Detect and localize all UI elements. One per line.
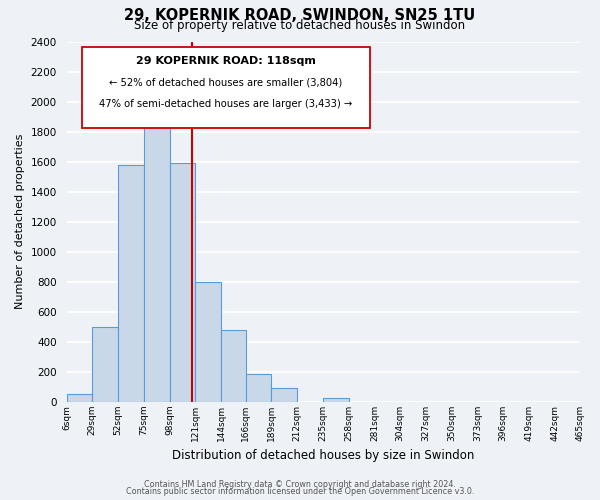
Y-axis label: Number of detached properties: Number of detached properties	[15, 134, 25, 310]
Text: Size of property relative to detached houses in Swindon: Size of property relative to detached ho…	[134, 19, 466, 32]
X-axis label: Distribution of detached houses by size in Swindon: Distribution of detached houses by size …	[172, 450, 475, 462]
Bar	[196, 282, 221, 402]
Bar	[245, 374, 271, 402]
FancyBboxPatch shape	[82, 47, 370, 128]
Text: Contains HM Land Registry data © Crown copyright and database right 2024.: Contains HM Land Registry data © Crown c…	[144, 480, 456, 489]
Bar	[118, 164, 144, 402]
Bar	[144, 109, 170, 402]
Text: 29 KOPERNIK ROAD: 118sqm: 29 KOPERNIK ROAD: 118sqm	[136, 56, 316, 66]
Bar	[323, 398, 349, 402]
Bar	[221, 330, 245, 402]
Bar	[170, 163, 196, 402]
Bar	[92, 327, 118, 402]
Text: 29, KOPERNIK ROAD, SWINDON, SN25 1TU: 29, KOPERNIK ROAD, SWINDON, SN25 1TU	[124, 8, 476, 22]
Text: 47% of semi-detached houses are larger (3,433) →: 47% of semi-detached houses are larger (…	[99, 99, 352, 109]
Text: ← 52% of detached houses are smaller (3,804): ← 52% of detached houses are smaller (3,…	[109, 78, 343, 88]
Text: Contains public sector information licensed under the Open Government Licence v3: Contains public sector information licen…	[126, 487, 474, 496]
Bar	[271, 388, 297, 402]
Bar	[67, 394, 92, 402]
